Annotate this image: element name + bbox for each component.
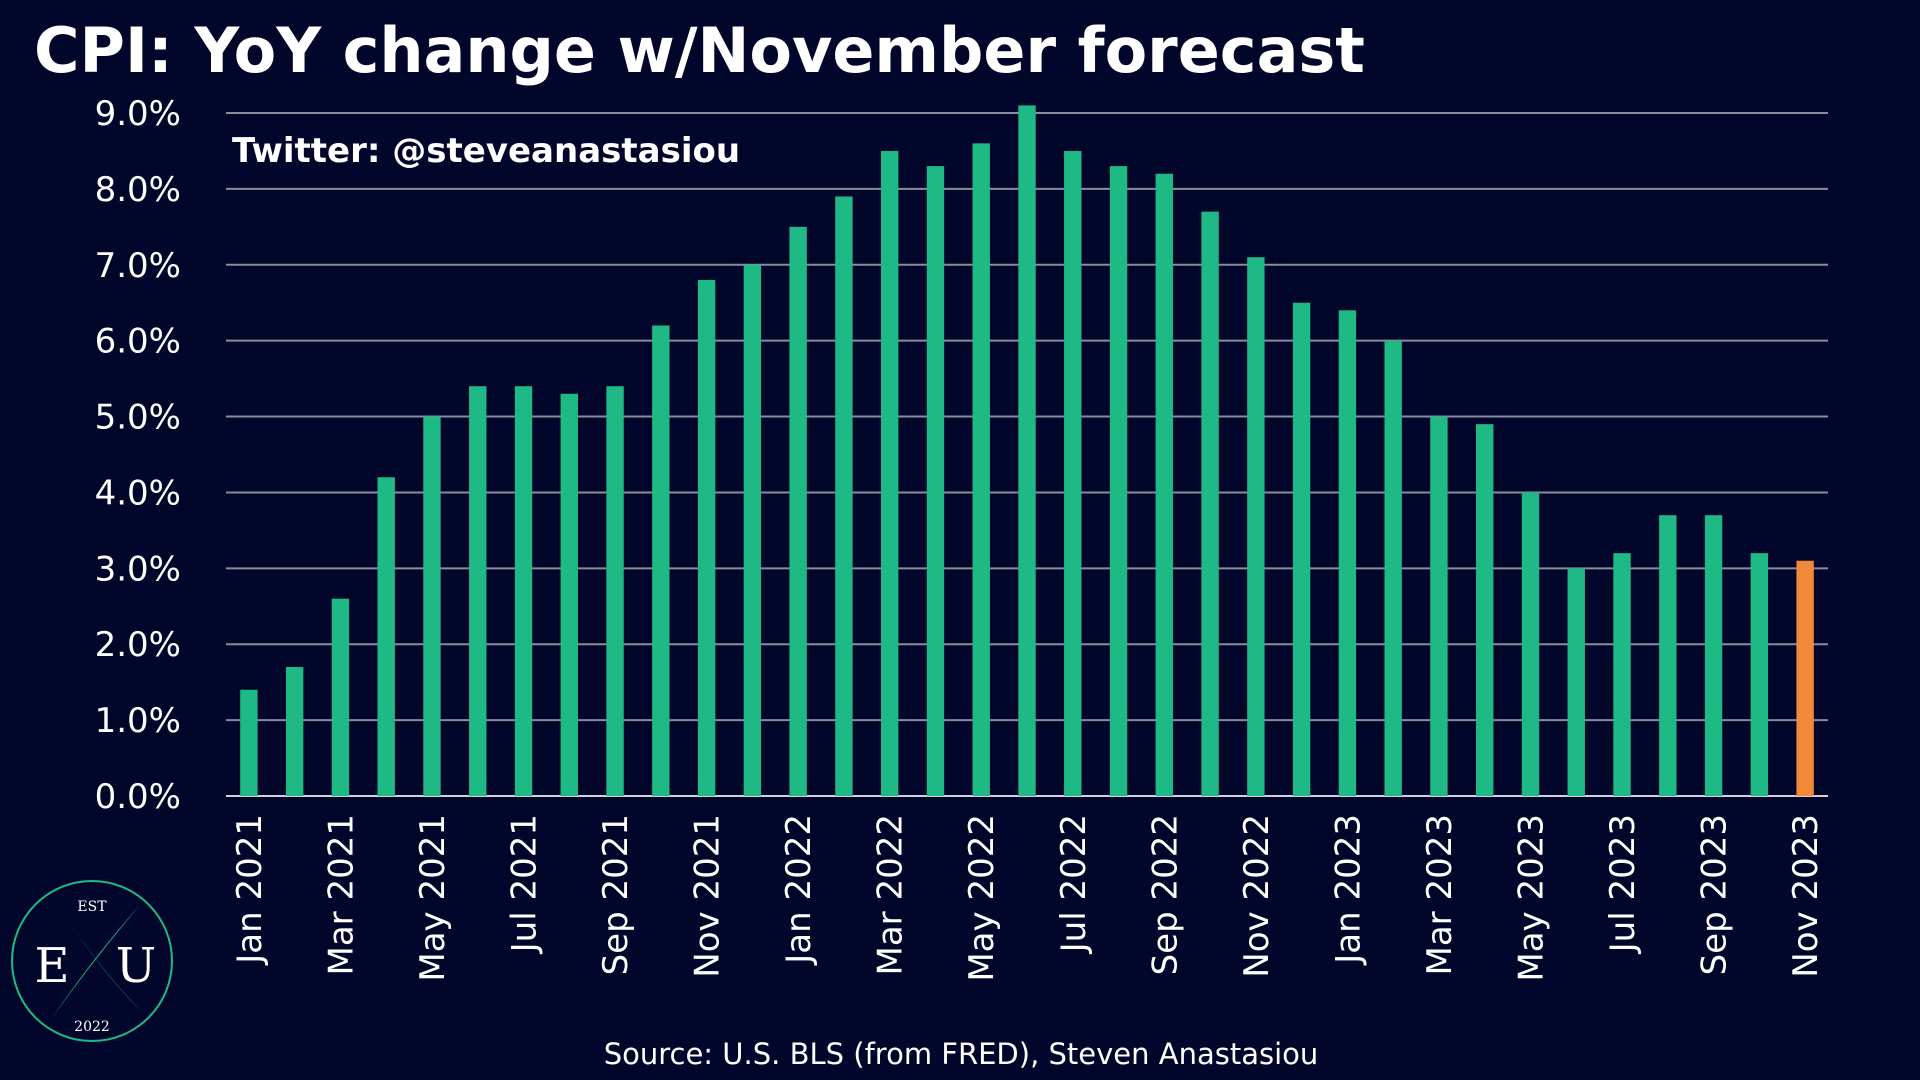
x-tick-label: Jan 2021: [230, 814, 270, 966]
annotation: Twitter: @steveanastasiou: [232, 131, 740, 171]
bar: [789, 226, 807, 797]
bar: [1521, 492, 1540, 796]
bar: [377, 477, 395, 796]
x-tick-label: May 2023: [1511, 814, 1551, 982]
logo-text: 2022: [74, 1019, 110, 1035]
bar: [1155, 173, 1174, 796]
chart-title: CPI: YoY change w/November forecast: [34, 14, 1365, 87]
x-tick-label: Jul 2022: [1054, 814, 1094, 954]
bar: [1796, 560, 1814, 796]
x-tick-label: May 2021: [413, 814, 453, 982]
bar: [880, 150, 899, 796]
bar: [606, 386, 624, 796]
y-tick-label: 1.0%: [95, 701, 181, 741]
y-tick-label: 7.0%: [95, 246, 181, 286]
x-tick-label: Sep 2021: [596, 814, 636, 975]
x-tick-label: May 2022: [962, 814, 1002, 982]
bar: [514, 386, 533, 796]
bar: [1201, 211, 1219, 797]
bar: [1476, 424, 1494, 796]
logo-text: EST: [77, 899, 107, 915]
logo-text: E: [34, 938, 69, 994]
x-tick-label: Mar 2022: [871, 814, 911, 975]
bar: [1109, 166, 1128, 797]
x-tick-label: Jan 2023: [1328, 814, 1368, 966]
bar: [1064, 150, 1082, 796]
bar: [972, 143, 990, 796]
x-tick-label: Nov 2022: [1237, 814, 1277, 978]
x-tick-label: Mar 2023: [1420, 814, 1460, 975]
x-tick-label: Nov 2023: [1786, 814, 1826, 978]
bar: [1659, 515, 1677, 796]
bar: [1384, 340, 1402, 796]
bar: [1292, 302, 1311, 796]
bar: [1750, 553, 1769, 796]
bar: [1704, 515, 1723, 796]
y-tick-label: 9.0%: [95, 94, 181, 134]
bar: [926, 166, 945, 797]
bar: [1338, 310, 1357, 796]
bar: [652, 325, 670, 796]
x-tick-label: Sep 2023: [1695, 814, 1735, 975]
bar: [469, 386, 487, 796]
source: Source: U.S. BLS (from FRED), Steven Ana…: [604, 1037, 1319, 1071]
bar: [697, 279, 716, 796]
bar: [285, 666, 304, 796]
bar: [835, 196, 853, 796]
bar: [743, 264, 762, 796]
bar: [1613, 553, 1631, 796]
bar: [1247, 257, 1265, 796]
logo: EST E U 2022: [11, 880, 173, 1042]
y-tick-label: 3.0%: [95, 549, 181, 589]
logo-ring: [11, 880, 173, 1042]
x-tick-label: Jul 2021: [505, 814, 545, 954]
x-tick-label: Jan 2022: [779, 814, 819, 966]
x-tick-label: Nov 2021: [688, 814, 728, 978]
bar: [240, 689, 258, 796]
x-tick-label: Sep 2022: [1145, 814, 1185, 975]
logo-text: U: [116, 938, 156, 994]
y-tick-label: 2.0%: [95, 625, 181, 665]
bar: [423, 416, 441, 796]
x-tick-label: Mar 2021: [321, 814, 361, 975]
bar: [560, 393, 578, 796]
y-tick-label: 6.0%: [95, 322, 181, 362]
bar: [1567, 568, 1585, 796]
y-tick-label: 5.0%: [95, 398, 181, 438]
y-tick-label: 0.0%: [95, 777, 181, 817]
bar: [331, 598, 350, 796]
bar: [1430, 416, 1448, 796]
y-tick-label: 8.0%: [95, 170, 181, 210]
bar: [1018, 105, 1036, 796]
y-tick-label: 4.0%: [95, 473, 181, 513]
x-tick-label: Jul 2023: [1603, 814, 1643, 954]
